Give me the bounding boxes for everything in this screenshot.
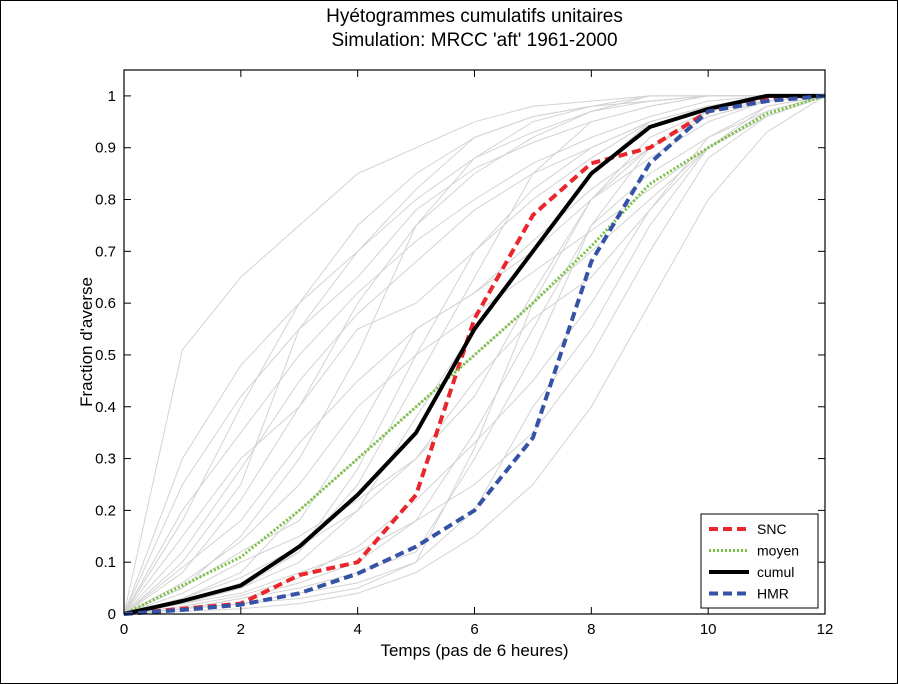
background-curve xyxy=(123,95,825,615)
x-axis: 0 2 4 6 8 10 12 xyxy=(120,70,834,638)
series-line-moyen xyxy=(123,94,826,616)
background-curve xyxy=(123,95,826,615)
series-line-HMR xyxy=(123,93,826,616)
y-tick-label: 0.8 xyxy=(95,192,116,209)
y-axis-label: Fraction d'averse xyxy=(77,277,96,407)
background-curve xyxy=(123,95,826,615)
x-tick-label: 4 xyxy=(353,621,361,638)
y-tick-label: 0 xyxy=(108,606,116,623)
y-tick-label: 1 xyxy=(108,88,116,105)
x-tick-label: 0 xyxy=(120,621,128,638)
x-tick-label: 2 xyxy=(237,621,245,638)
y-tick-label: 0.6 xyxy=(95,295,116,312)
y-tick-label: 0.5 xyxy=(95,347,116,364)
series-line-cumul xyxy=(123,93,825,616)
y-tick-label: 0.4 xyxy=(95,399,116,416)
title-line: Hyétogrammes cumulatifs unitaires xyxy=(326,6,623,27)
background-curve xyxy=(123,95,825,615)
legend-label-SNC: SNC xyxy=(757,521,787,537)
background-curve xyxy=(123,95,826,615)
legend-label-moyen: moyen xyxy=(757,543,799,559)
y-tick-label: 0.2 xyxy=(95,502,116,519)
y-tick-label: 0.9 xyxy=(95,140,116,157)
x-tick-label: 10 xyxy=(700,621,717,638)
background-curve xyxy=(123,95,825,615)
x-tick-label: 8 xyxy=(587,621,595,638)
legend: SNC moyen cumul HMR xyxy=(700,513,819,609)
main-series xyxy=(123,93,826,616)
y-axis: 0 0.1 0.2 0.3 0.4 0.5 0.6 0.7 0.8 0.9 1 xyxy=(95,88,825,623)
y-tick-label: 0.1 xyxy=(95,554,116,571)
legend-box xyxy=(700,513,819,609)
legend-label-cumul: cumul xyxy=(757,564,794,580)
legend-label-HMR: HMR xyxy=(757,586,789,602)
title-line: Simulation: MRCC 'aft' 1961-2000 xyxy=(331,30,617,51)
y-tick-label: 0.7 xyxy=(95,243,116,260)
chart-title: Hyétogrammes cumulatifs unitaires Simulat… xyxy=(326,6,623,51)
x-tick-label: 6 xyxy=(470,621,478,638)
y-tick-label: 0.3 xyxy=(95,451,116,468)
x-axis-label: Temps (pas de 6 heures) xyxy=(380,641,568,660)
x-tick-label: 12 xyxy=(817,621,834,638)
